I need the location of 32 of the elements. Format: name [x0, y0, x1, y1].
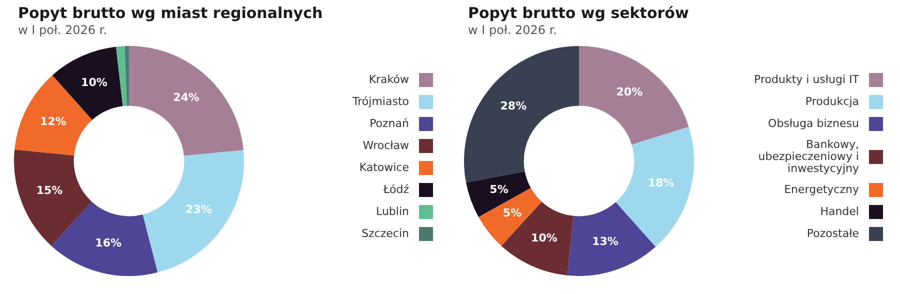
- data-label: 20%: [616, 85, 643, 98]
- legend-label: Katowice: [359, 161, 409, 174]
- legend-label: Trójmiasto: [352, 95, 409, 108]
- legend-label: Pozostałe: [806, 227, 859, 240]
- legend-label: Lublin: [376, 205, 409, 218]
- legend-label: Poznań: [370, 117, 409, 130]
- data-label: 13%: [592, 234, 618, 248]
- chart-title: Popyt brutto wg sektorów: [468, 4, 689, 22]
- data-label: 28%: [500, 100, 527, 113]
- legend-label: Kraków: [368, 73, 409, 86]
- data-label: 18%: [648, 176, 674, 190]
- chart-subtitle: w I poł. 2026 r.: [18, 23, 107, 37]
- legend-label: Energetyczny: [784, 183, 859, 196]
- legend-label: Obsługa biznesu: [768, 117, 859, 130]
- chart-subtitle: w I poł. 2026 r.: [468, 23, 557, 37]
- data-label: 24%: [173, 90, 200, 104]
- data-label: 5%: [490, 182, 508, 196]
- data-label: 10%: [531, 232, 558, 245]
- legend-label: Wrocław: [362, 139, 409, 152]
- data-label: 23%: [185, 202, 212, 216]
- data-label: 12%: [40, 115, 66, 128]
- legend-label: Łódź: [383, 183, 409, 196]
- data-label: 10%: [81, 76, 108, 90]
- legend-label: Produkcja: [805, 95, 859, 108]
- chart-title: Popyt brutto wg miast regionalnych: [18, 4, 323, 22]
- data-label: 15%: [36, 184, 63, 198]
- legend-label: Handel: [820, 205, 859, 218]
- data-label: 16%: [95, 236, 122, 250]
- data-label: 5%: [502, 206, 522, 220]
- legend-label: Szczecin: [362, 227, 409, 240]
- legend-label: Produkty i usługi IT: [754, 73, 859, 86]
- legend-label: Bankowy, ubezpieczeniowy i inwestycyjny: [757, 138, 859, 175]
